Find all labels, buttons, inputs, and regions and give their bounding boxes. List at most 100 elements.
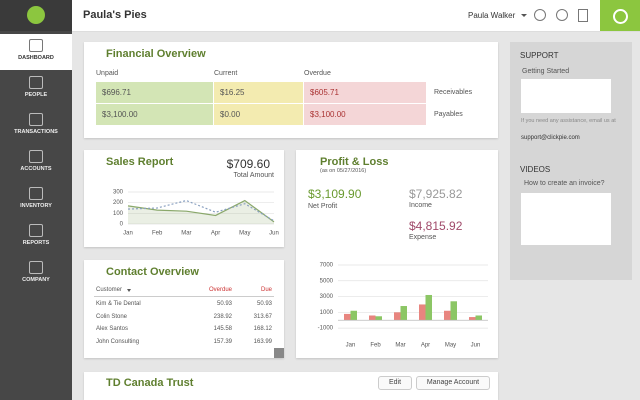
expense: $4,815.92 bbox=[409, 219, 463, 233]
income: $7,925.82 bbox=[409, 187, 463, 201]
x-tick-label: Apr bbox=[211, 231, 220, 237]
expand-corner[interactable] bbox=[274, 348, 284, 358]
notification-icon[interactable] bbox=[556, 9, 568, 21]
nav-item[interactable]: TRANSACTIONS bbox=[0, 108, 72, 144]
support-email[interactable]: support@clickpie.com bbox=[521, 135, 580, 141]
x-tick-label: May bbox=[445, 343, 456, 349]
nav-icon bbox=[29, 39, 43, 52]
nav-label: TRANSACTIONS bbox=[14, 129, 58, 135]
video-title[interactable]: How to create an invoice? bbox=[524, 180, 605, 187]
logo-area bbox=[0, 0, 72, 31]
column-header: Unpaid bbox=[96, 70, 119, 77]
sales-panel bbox=[84, 150, 284, 247]
manage-button[interactable]: Manage Account bbox=[416, 376, 490, 390]
x-tick-label: Jan bbox=[346, 343, 356, 349]
nav-label: PEOPLE bbox=[24, 92, 48, 98]
pl-date: (as on 05/27/2016) bbox=[320, 168, 367, 174]
expense-label: Expense bbox=[409, 234, 437, 241]
bar bbox=[400, 306, 407, 321]
sort-caret bbox=[127, 289, 131, 292]
due-amount: 50.93 bbox=[256, 301, 272, 307]
nav-label: COMPANY bbox=[22, 277, 50, 283]
customer-name: Kim & Tie Dental bbox=[96, 301, 141, 307]
column-header: Overdue bbox=[208, 287, 232, 293]
column-header: Due bbox=[260, 287, 272, 293]
user-menu[interactable]: Paula Walker bbox=[468, 11, 516, 20]
customer-name: John Consulting bbox=[96, 338, 140, 345]
nav-label: DASHBOARD bbox=[18, 55, 54, 61]
column-header: Customer bbox=[96, 287, 123, 293]
logo[interactable] bbox=[27, 6, 45, 24]
overdue-amount: 145.58 bbox=[213, 326, 232, 332]
amount-cell: $696.71 bbox=[96, 82, 213, 103]
nav-item[interactable]: INVENTORY bbox=[0, 182, 72, 218]
y-tick-label: 5000 bbox=[320, 278, 334, 284]
overdue-amount: 157.39 bbox=[213, 338, 232, 345]
nav-icon bbox=[29, 187, 43, 200]
panel-title: Contact Overview bbox=[106, 266, 199, 278]
y-tick-label: 200 bbox=[113, 200, 124, 206]
y-tick-label: 300 bbox=[113, 190, 124, 196]
amount-cell: $3,100.00 bbox=[304, 104, 426, 125]
x-tick-label: Jun bbox=[269, 231, 279, 237]
videos-title: VIDEOS bbox=[520, 165, 551, 174]
bar bbox=[369, 315, 376, 321]
y-tick-label: 100 bbox=[113, 211, 124, 217]
panel-title: TD Canada Trust bbox=[106, 377, 194, 389]
settings-button[interactable] bbox=[600, 0, 640, 31]
getting-started[interactable]: Getting Started bbox=[522, 68, 570, 75]
help-icon[interactable] bbox=[534, 9, 546, 21]
net-profit-label: Net Profit bbox=[308, 203, 338, 210]
support-image bbox=[521, 79, 611, 113]
bar bbox=[444, 310, 451, 321]
panel-title: Profit & Loss bbox=[320, 156, 389, 168]
x-tick-label: Apr bbox=[421, 343, 430, 349]
nav-item[interactable]: DASHBOARD bbox=[0, 34, 72, 70]
bar bbox=[375, 316, 382, 321]
bar bbox=[469, 317, 476, 321]
sales-total-label: Total Amount bbox=[233, 172, 274, 179]
due-amount: 163.99 bbox=[253, 338, 272, 345]
customer-name: Colin Stone bbox=[96, 313, 128, 320]
x-tick-label: Jun bbox=[471, 343, 481, 349]
bar bbox=[394, 312, 401, 321]
header bbox=[0, 0, 640, 32]
bar bbox=[350, 310, 357, 321]
x-tick-label: Feb bbox=[152, 231, 163, 237]
sales-total: $709.60 bbox=[226, 157, 270, 171]
nav-icon bbox=[29, 76, 43, 89]
bar bbox=[450, 301, 457, 321]
rule bbox=[94, 296, 274, 297]
y-tick-label: 7000 bbox=[320, 263, 334, 269]
sidebar bbox=[0, 31, 72, 400]
x-tick-label: Feb bbox=[370, 343, 381, 349]
panel-title: Sales Report bbox=[106, 156, 174, 168]
due-amount: 313.67 bbox=[253, 313, 272, 320]
edit-button[interactable]: Edit bbox=[378, 376, 412, 390]
user-caret bbox=[521, 14, 527, 17]
nav-item[interactable]: REPORTS bbox=[0, 219, 72, 255]
nav-icon bbox=[29, 261, 43, 274]
nav-item[interactable]: ACCOUNTS bbox=[0, 145, 72, 181]
y-tick-label: 0 bbox=[120, 222, 124, 228]
company-name: Paula's Pies bbox=[83, 9, 147, 21]
nav-label: REPORTS bbox=[22, 240, 50, 246]
amount-cell: $16.25 bbox=[214, 82, 303, 103]
bar bbox=[344, 313, 351, 321]
x-tick-label: Mar bbox=[395, 343, 405, 349]
nav-label: INVENTORY bbox=[20, 203, 52, 209]
video-thumbnail[interactable] bbox=[521, 193, 611, 245]
bar bbox=[425, 294, 432, 321]
panel-title: Financial Overview bbox=[106, 48, 206, 60]
line bbox=[127, 199, 275, 222]
y-tick-label: 3000 bbox=[320, 294, 334, 300]
nav-item[interactable]: PEOPLE bbox=[0, 71, 72, 107]
document-icon[interactable] bbox=[578, 9, 588, 22]
gear-icon bbox=[613, 9, 628, 24]
income-label: Income bbox=[409, 202, 432, 209]
customer-name: Alex Santos bbox=[96, 326, 129, 332]
line bbox=[127, 199, 275, 223]
nav-item[interactable]: COMPANY bbox=[0, 256, 72, 292]
nav-label: ACCOUNTS bbox=[20, 166, 52, 172]
